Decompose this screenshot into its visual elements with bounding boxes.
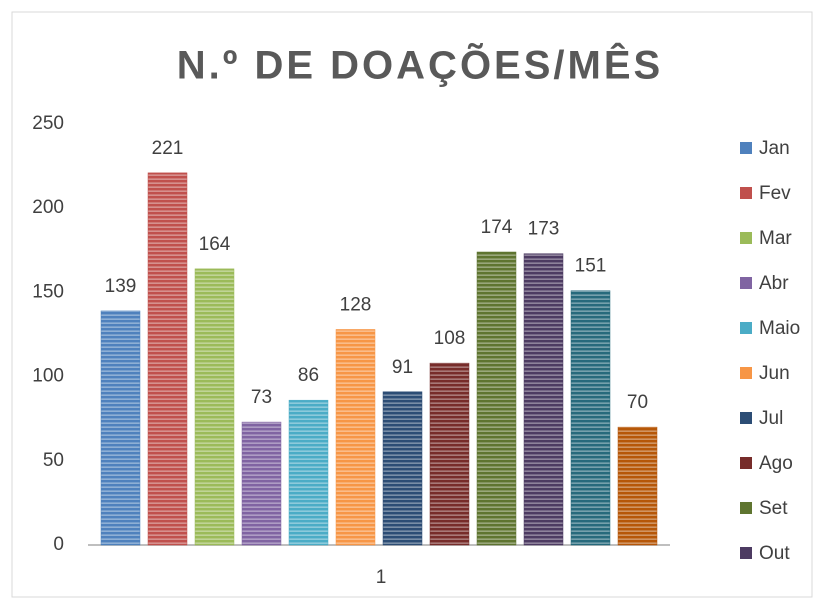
- bar: [335, 329, 376, 546]
- value-label: 86: [298, 365, 319, 386]
- value-label: 221: [152, 138, 184, 159]
- legend-label: Out: [759, 543, 790, 564]
- bar: [523, 253, 564, 546]
- legend-label: Mar: [759, 228, 792, 249]
- x-tick-label: 1: [376, 567, 387, 588]
- bar: [476, 251, 517, 546]
- value-label: 73: [251, 387, 272, 408]
- legend-label: Maio: [759, 318, 800, 339]
- value-label: 91: [392, 357, 413, 378]
- bar: [570, 290, 611, 546]
- y-tick-label: 200: [32, 197, 64, 218]
- y-tick-label: 250: [32, 113, 64, 134]
- y-tick-label: 50: [43, 450, 64, 471]
- value-label: 128: [340, 294, 372, 315]
- value-label: 174: [481, 217, 513, 238]
- legend-swatch: [740, 547, 752, 559]
- bar: [288, 399, 329, 546]
- legend-label: Set: [759, 498, 788, 519]
- chart-title: N.º DE DOAÇÕES/MÊS: [177, 42, 663, 88]
- y-tick-label: 100: [32, 366, 64, 387]
- value-label: 173: [528, 219, 560, 240]
- value-label: 70: [627, 392, 648, 413]
- legend-swatch: [740, 502, 752, 514]
- bar: [429, 362, 470, 546]
- legend-label: Jan: [759, 138, 790, 159]
- value-label: 151: [575, 256, 607, 277]
- bar: [382, 391, 423, 546]
- bar: [617, 426, 658, 546]
- legend-label: Jun: [759, 363, 790, 384]
- legend-swatch: [740, 322, 752, 334]
- value-label: 108: [434, 328, 466, 349]
- legend-swatch: [740, 367, 752, 379]
- bar: [100, 310, 141, 546]
- legend-swatch: [740, 277, 752, 289]
- legend-label: Ago: [759, 453, 793, 474]
- y-tick-label: 0: [53, 534, 64, 555]
- legend-swatch: [740, 232, 752, 244]
- y-tick-label: 150: [32, 281, 64, 302]
- bar: [241, 421, 282, 546]
- legend-label: Jul: [759, 408, 783, 429]
- legend-swatch: [740, 457, 752, 469]
- bar: [194, 268, 235, 546]
- legend-swatch: [740, 142, 752, 154]
- legend-swatch: [740, 187, 752, 199]
- value-label: 164: [199, 234, 231, 255]
- value-label: 139: [105, 276, 137, 297]
- legend-swatch: [740, 412, 752, 424]
- bar: [147, 172, 188, 546]
- legend-label: Abr: [759, 273, 789, 294]
- legend-label: Fev: [759, 183, 791, 204]
